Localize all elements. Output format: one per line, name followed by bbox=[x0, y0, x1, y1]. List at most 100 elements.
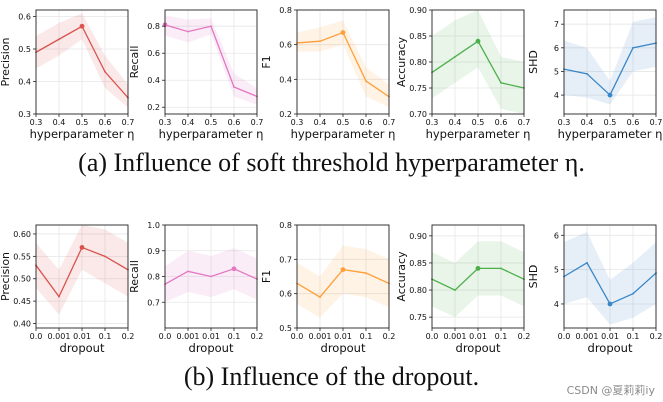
data-point bbox=[231, 266, 237, 272]
data-point bbox=[586, 72, 588, 75]
data-point bbox=[319, 296, 321, 298]
x-axis-label: dropout bbox=[321, 341, 366, 355]
y-tick-label: 5 bbox=[554, 67, 559, 76]
data-point bbox=[632, 46, 634, 49]
y-tick-label: 5 bbox=[554, 266, 559, 275]
x-tick-label: 0.1 bbox=[495, 332, 508, 341]
data-point bbox=[233, 86, 235, 88]
x-tick-label: 0.7 bbox=[383, 118, 396, 127]
x-tick-label: 0.4 bbox=[581, 118, 594, 127]
x-tick-label: 0.3 bbox=[291, 118, 304, 127]
x-axis-label: hyperparameter η bbox=[426, 127, 531, 141]
y-axis-label: F1 bbox=[260, 270, 273, 283]
y-tick-label: 0.2 bbox=[147, 103, 160, 112]
x-tick-label: 0.01 bbox=[202, 332, 220, 341]
y-tick-label: 0.7 bbox=[147, 298, 160, 307]
x-tick-label: 0.1 bbox=[360, 332, 373, 341]
x-axis-label: dropout bbox=[189, 341, 234, 355]
confidence-band bbox=[165, 248, 257, 303]
x-tick-label: 0.7 bbox=[650, 118, 663, 127]
x-tick-label: 0.2 bbox=[122, 332, 135, 341]
y-tick-label: 0.9 bbox=[147, 247, 160, 256]
data-point bbox=[475, 38, 481, 44]
y-tick-label: 0.45 bbox=[13, 297, 31, 306]
y-tick-label: 0.85 bbox=[409, 259, 427, 268]
data-point bbox=[340, 267, 346, 273]
y-axis-label: SHD bbox=[527, 50, 540, 74]
y-tick-label: 1.0 bbox=[147, 221, 160, 230]
chart-b-f1: 0.5 0.6 0.7 0.8 0.0 0.001 0.01 0.1 0.2 dropout F1 bbox=[260, 221, 395, 355]
y-tick-label: 0.4 bbox=[18, 78, 31, 87]
x-tick-label: 0.6 bbox=[627, 118, 640, 127]
x-tick-label: 0.6 bbox=[99, 118, 112, 127]
x-tick-label: 0.001 bbox=[48, 332, 71, 341]
x-tick-label: 0.3 bbox=[159, 118, 172, 127]
y-tick-label: 0.80 bbox=[409, 286, 427, 295]
x-tick-label: 0.3 bbox=[426, 118, 439, 127]
x-tick-label: 0.0 bbox=[426, 332, 439, 341]
x-tick-label: 0.2 bbox=[383, 332, 396, 341]
data-point bbox=[210, 275, 212, 278]
x-tick-label: 0.3 bbox=[30, 118, 43, 127]
confidence-band bbox=[36, 225, 128, 315]
y-tick-label: 4 bbox=[554, 300, 559, 309]
x-tick-label: 0.001 bbox=[309, 332, 332, 341]
data-point bbox=[475, 265, 481, 271]
y-axis-label: Recall bbox=[128, 46, 141, 79]
data-point bbox=[607, 92, 613, 98]
x-tick-label: 0.4 bbox=[182, 118, 195, 127]
data-point bbox=[586, 261, 588, 264]
x-tick-label: 0.1 bbox=[627, 332, 640, 341]
x-axis-label: hyperparameter η bbox=[558, 127, 663, 141]
y-tick-label: 6 bbox=[554, 44, 559, 53]
watermark: CSDN @夏莉莉iy bbox=[566, 384, 655, 397]
x-tick-label: 0.4 bbox=[449, 118, 462, 127]
x-tick-label: 0.2 bbox=[518, 332, 531, 341]
x-tick-label: 0.1 bbox=[228, 332, 241, 341]
y-tick-label: 0.90 bbox=[409, 6, 427, 15]
y-axis-label: Recall bbox=[128, 260, 141, 293]
x-tick-label: 0.001 bbox=[177, 332, 200, 341]
x-axis-label: dropout bbox=[60, 341, 105, 355]
y-tick-label: 0.70 bbox=[409, 110, 427, 119]
chart-b-precision: 0.40 0.45 0.50 0.55 0.60 0.0 0.001 0.01 0.1 0.2 dr… bbox=[0, 224, 135, 355]
data-point bbox=[454, 55, 456, 58]
chart-a-recall: 0.2 0.4 0.6 0.8 0.3 0.4 0.5 0.6 0.7hyperparamete… bbox=[128, 9, 264, 141]
x-tick-label: 0.6 bbox=[495, 118, 508, 127]
data-point bbox=[500, 81, 502, 84]
chart-a-accuracy: 0.70 0.75 0.80 0.85 0.90 0.3 0.4 0.5 0.6 0.7hyper… bbox=[395, 6, 530, 141]
x-tick-label: 0.0 bbox=[159, 332, 172, 341]
x-tick-label: 0.01 bbox=[73, 332, 91, 341]
y-tick-label: 0.60 bbox=[13, 230, 31, 239]
y-tick-label: 7 bbox=[554, 20, 559, 29]
x-axis-label: hyperparameter η bbox=[159, 127, 264, 141]
y-tick-label: 0.8 bbox=[147, 22, 160, 31]
y-tick-label: 0.6 bbox=[279, 290, 292, 299]
x-tick-label: 0.5 bbox=[472, 118, 485, 127]
y-tick-label: 0.40 bbox=[13, 320, 31, 329]
x-tick-label: 0.4 bbox=[53, 118, 66, 127]
y-tick-label: 4 bbox=[554, 91, 559, 100]
x-tick-label: 0.01 bbox=[469, 332, 487, 341]
data-point bbox=[58, 295, 60, 298]
y-tick-label: 0.8 bbox=[279, 221, 292, 230]
x-tick-label: 0.6 bbox=[360, 118, 373, 127]
x-tick-label: 0.01 bbox=[334, 332, 352, 341]
x-tick-label: 0.6 bbox=[228, 118, 241, 127]
x-tick-label: 0.0 bbox=[558, 332, 571, 341]
x-tick-label: 0.7 bbox=[122, 118, 135, 127]
y-tick-label: 0.3 bbox=[18, 110, 31, 119]
y-tick-label: 0.6 bbox=[18, 13, 31, 22]
x-tick-label: 0.5 bbox=[76, 118, 89, 127]
x-tick-label: 0.1 bbox=[99, 332, 112, 341]
data-point bbox=[58, 38, 60, 41]
y-tick-label: 0.6 bbox=[147, 49, 160, 58]
y-tick-label: 0.75 bbox=[409, 84, 427, 93]
x-axis-label: hyperparameter η bbox=[291, 127, 396, 141]
x-tick-label: 0.0 bbox=[291, 332, 304, 341]
x-tick-label: 0.3 bbox=[558, 118, 571, 127]
y-tick-label: 6 bbox=[554, 231, 559, 240]
y-tick-label: 0.85 bbox=[409, 32, 427, 41]
caption-a: (a) Influence of soft threshold hyperpar… bbox=[78, 148, 585, 177]
